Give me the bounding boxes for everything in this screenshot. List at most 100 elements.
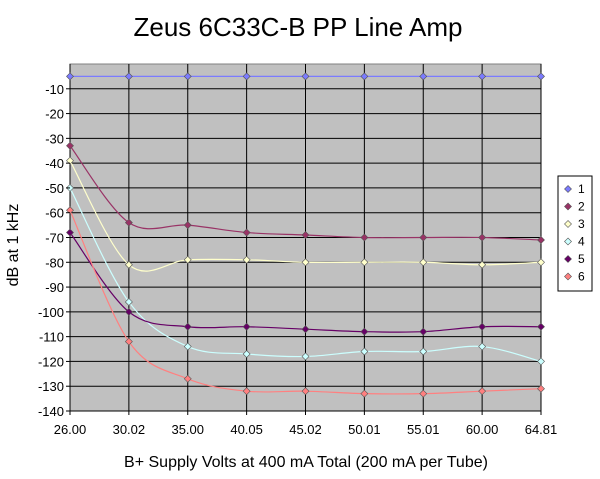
data-point bbox=[478, 233, 487, 242]
y-tick-label: -60 bbox=[45, 206, 64, 221]
legend-label: 3 bbox=[578, 217, 585, 231]
legend: 1 2 3 4 5 6 bbox=[557, 175, 593, 292]
series-6 bbox=[66, 206, 545, 398]
x-axis-label: B+ Supply Volts at 400 mA Total (200 mA … bbox=[124, 454, 488, 471]
data-point bbox=[242, 228, 251, 237]
data-point bbox=[242, 350, 251, 358]
legend-label: 1 bbox=[578, 182, 585, 196]
data-point bbox=[360, 347, 369, 356]
y-tick-label: -30 bbox=[45, 131, 64, 146]
series-2 bbox=[66, 141, 545, 244]
x-tick-label: 60.00 bbox=[466, 422, 499, 437]
x-tick-label: 50.01 bbox=[348, 422, 381, 437]
data-point bbox=[301, 72, 310, 81]
y-tick-label: -90 bbox=[45, 280, 64, 295]
series-4 bbox=[66, 184, 545, 366]
data-point bbox=[183, 342, 192, 351]
legend-box bbox=[557, 175, 593, 292]
x-tick-label: 45.02 bbox=[289, 422, 322, 437]
y-axis-ticks: -10 -20 -30 -40 -50 -60 -70 -80 -90 -100 -110 -120 -… bbox=[38, 82, 70, 419]
data-point bbox=[242, 72, 251, 81]
x-tick-label: 40.05 bbox=[230, 422, 263, 437]
legend-marker bbox=[564, 272, 572, 281]
data-point bbox=[124, 72, 133, 81]
data-point bbox=[66, 72, 74, 81]
y-tick-label: -110 bbox=[39, 330, 64, 345]
chart-title: Zeus 6C33C-B PP Line Amp bbox=[133, 12, 462, 42]
y-tick-label: -100 bbox=[38, 305, 64, 320]
legend-marker bbox=[564, 185, 572, 193]
legend-marker bbox=[564, 220, 572, 228]
data-point bbox=[419, 327, 428, 336]
series-1 bbox=[66, 72, 545, 81]
data-point bbox=[419, 347, 428, 356]
data-point bbox=[66, 156, 74, 165]
data-point bbox=[242, 255, 251, 264]
data-point bbox=[537, 72, 545, 81]
data-point bbox=[478, 342, 487, 351]
data-point bbox=[537, 357, 545, 366]
data-point bbox=[537, 384, 545, 393]
data-point bbox=[301, 387, 310, 396]
data-point bbox=[360, 389, 369, 398]
data-point bbox=[124, 307, 133, 316]
data-point bbox=[360, 233, 369, 242]
data-point bbox=[537, 258, 545, 267]
data-point bbox=[537, 236, 545, 244]
data-point bbox=[478, 72, 487, 81]
data-point bbox=[301, 258, 310, 267]
data-point bbox=[66, 228, 74, 237]
y-tick-label: -70 bbox=[45, 231, 64, 246]
y-tick-label: -80 bbox=[45, 255, 64, 270]
x-tick-label: 35.00 bbox=[171, 422, 204, 437]
data-point bbox=[478, 322, 487, 331]
data-point bbox=[360, 327, 369, 336]
data-point bbox=[360, 258, 369, 267]
series-5 bbox=[66, 228, 545, 336]
y-tick-label: -140 bbox=[38, 404, 64, 419]
legend-marker bbox=[564, 255, 572, 263]
x-axis-ticks: 26.00 30.02 35.00 40.05 45.02 50.01 55.01 60.00… bbox=[54, 411, 558, 437]
y-tick-label: -10 bbox=[45, 82, 64, 97]
data-point bbox=[124, 337, 133, 346]
legend-label: 5 bbox=[578, 252, 585, 266]
data-point bbox=[124, 218, 133, 227]
data-point bbox=[301, 231, 310, 239]
data-point bbox=[419, 389, 428, 398]
data-point bbox=[242, 322, 251, 331]
data-point bbox=[242, 387, 251, 396]
data-point bbox=[478, 387, 487, 396]
legend-label: 6 bbox=[578, 270, 585, 284]
y-axis-label: dB at 1 kHz bbox=[5, 204, 22, 287]
data-point bbox=[301, 352, 310, 361]
data-point bbox=[124, 260, 133, 269]
series-3 bbox=[66, 156, 545, 272]
data-point bbox=[478, 260, 487, 269]
data-point bbox=[124, 298, 133, 306]
data-point bbox=[301, 325, 310, 334]
y-tick-label: -50 bbox=[45, 181, 64, 196]
data-point bbox=[419, 72, 428, 81]
y-tick-label: -40 bbox=[45, 156, 64, 171]
series-layer bbox=[66, 72, 545, 398]
data-point bbox=[183, 322, 192, 331]
data-point bbox=[66, 206, 74, 215]
legend-marker bbox=[564, 237, 572, 246]
data-point bbox=[419, 233, 428, 242]
x-tick-label: 26.00 bbox=[54, 422, 87, 437]
x-tick-label: 30.02 bbox=[113, 422, 146, 437]
data-point bbox=[419, 258, 428, 267]
data-point bbox=[360, 72, 369, 81]
x-tick-label: 64.81 bbox=[525, 422, 558, 437]
legend-label: 4 bbox=[578, 235, 585, 249]
data-point bbox=[183, 72, 192, 81]
legend-label: 2 bbox=[578, 200, 585, 214]
y-tick-label: -120 bbox=[38, 354, 64, 369]
y-tick-label: -20 bbox=[45, 107, 64, 122]
x-tick-label: 55.01 bbox=[407, 422, 440, 437]
data-point bbox=[183, 255, 192, 264]
data-point bbox=[183, 374, 192, 383]
legend-marker bbox=[564, 202, 572, 211]
y-tick-label: -130 bbox=[38, 379, 64, 394]
